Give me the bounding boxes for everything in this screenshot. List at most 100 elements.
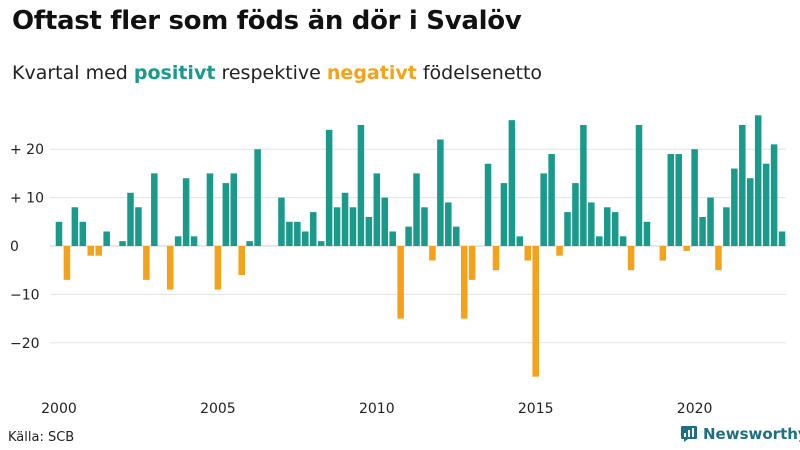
bar-positive xyxy=(588,202,595,246)
bar-positive xyxy=(739,125,746,246)
subtitle-positive-word: positivt xyxy=(133,62,216,84)
bar-positive xyxy=(135,207,142,246)
y-tick-label: −10 xyxy=(10,287,40,303)
bar-positive xyxy=(508,120,516,246)
x-tick-label: 2010 xyxy=(359,401,395,417)
bar-positive xyxy=(55,221,63,246)
bar-positive xyxy=(437,139,444,246)
bar-positive xyxy=(611,212,619,246)
bar-positive xyxy=(365,216,373,246)
bar-positive xyxy=(413,173,420,246)
bar-positive xyxy=(119,241,126,246)
bar-negative xyxy=(532,246,539,377)
bar-negative xyxy=(429,246,436,261)
bar-positive xyxy=(79,221,87,246)
bar-positive xyxy=(222,183,230,246)
bar-positive xyxy=(453,226,460,246)
bar-negative xyxy=(95,246,102,256)
chart-subtitle: Kvartal med positivt respektive negativt… xyxy=(12,62,542,84)
bar-positive xyxy=(127,192,134,246)
bar-negative xyxy=(659,246,667,261)
bar-negative xyxy=(166,246,174,290)
y-tick-label: −20 xyxy=(10,336,40,352)
newsworthy-logo[interactable]: Newsworthy xyxy=(680,425,800,443)
bar-positive xyxy=(675,154,682,246)
bar-positive xyxy=(246,241,253,246)
bar-positive xyxy=(603,207,611,246)
x-axis-ticks: 2000 2005 2010 2015 2020 xyxy=(41,401,712,417)
bar-positive xyxy=(643,221,651,246)
source-note: Källa: SCB xyxy=(8,430,75,445)
bar-positive xyxy=(731,168,738,246)
bar-positive xyxy=(357,125,365,246)
x-tick-label: 2015 xyxy=(518,401,554,417)
bar-positive xyxy=(667,154,675,246)
bar-positive xyxy=(691,149,698,246)
bar-positive xyxy=(484,163,492,246)
bar-positive xyxy=(302,231,309,246)
bar-negative xyxy=(468,246,476,280)
bar-positive xyxy=(635,125,643,246)
bar-negative xyxy=(87,246,95,256)
bar-positive xyxy=(349,207,357,246)
bar-positive xyxy=(309,212,317,246)
bar-negative xyxy=(627,246,635,271)
subtitle-prefix: Kvartal med xyxy=(12,62,134,84)
bar-negative xyxy=(238,246,245,276)
bar-positive xyxy=(564,212,571,246)
bar-positive xyxy=(596,236,603,246)
bar-positive xyxy=(754,115,762,246)
bar-positive xyxy=(405,226,412,246)
bar-positive xyxy=(286,221,293,246)
bar-negative xyxy=(683,246,690,251)
brand-name: Newsworthy xyxy=(703,425,800,443)
bar-negative xyxy=(492,246,500,271)
bar-positive xyxy=(333,207,341,246)
bar-positive xyxy=(381,197,389,246)
bar-negative xyxy=(556,246,563,256)
bar-negative xyxy=(143,246,150,280)
bar-positive xyxy=(746,178,754,246)
bar-negative xyxy=(397,246,404,319)
y-axis-ticks: + 20 + 10 0 −10 −20 xyxy=(10,142,44,352)
bar-negative xyxy=(63,246,71,280)
bar-positive xyxy=(389,231,396,246)
bar-positive xyxy=(182,178,190,246)
bar-positive xyxy=(778,231,786,246)
bar-positive xyxy=(770,144,778,246)
bar-negative xyxy=(214,246,222,290)
bar-positive xyxy=(317,241,325,246)
bar-negative xyxy=(460,246,468,319)
chart-title: Oftast fler som föds än dör i Svalöv xyxy=(12,6,522,36)
bar-positive xyxy=(151,173,158,246)
y-tick-label: + 10 xyxy=(10,191,44,207)
subtitle-negative-word: negativt xyxy=(326,62,417,84)
subtitle-suffix: födelsenetto xyxy=(416,62,543,84)
bar-negative xyxy=(524,246,532,261)
bar-positive xyxy=(699,216,706,246)
subtitle-middle: respektive xyxy=(215,62,327,84)
bar-positive xyxy=(294,221,301,246)
bar-positive xyxy=(580,125,587,246)
y-tick-label: + 20 xyxy=(10,142,44,158)
bar-positive xyxy=(278,197,285,246)
bar-positive xyxy=(341,192,349,246)
y-tick-label: 0 xyxy=(10,239,19,255)
bar-negative xyxy=(715,246,722,271)
bar-positive xyxy=(707,197,714,246)
bars xyxy=(55,115,786,377)
bar-positive xyxy=(619,236,627,246)
bar-positive xyxy=(373,173,381,246)
bar-positive xyxy=(516,236,524,246)
bar-positive xyxy=(540,173,547,246)
bar-positive xyxy=(572,183,579,246)
bar-positive xyxy=(445,202,452,246)
bar-chart-logo-icon xyxy=(681,426,697,442)
bar-positive xyxy=(548,154,555,246)
bar-positive xyxy=(190,236,198,246)
bar-positive xyxy=(71,207,79,246)
x-tick-label: 2005 xyxy=(200,401,236,417)
bar-positive xyxy=(325,129,333,246)
x-tick-label: 2020 xyxy=(677,401,713,417)
